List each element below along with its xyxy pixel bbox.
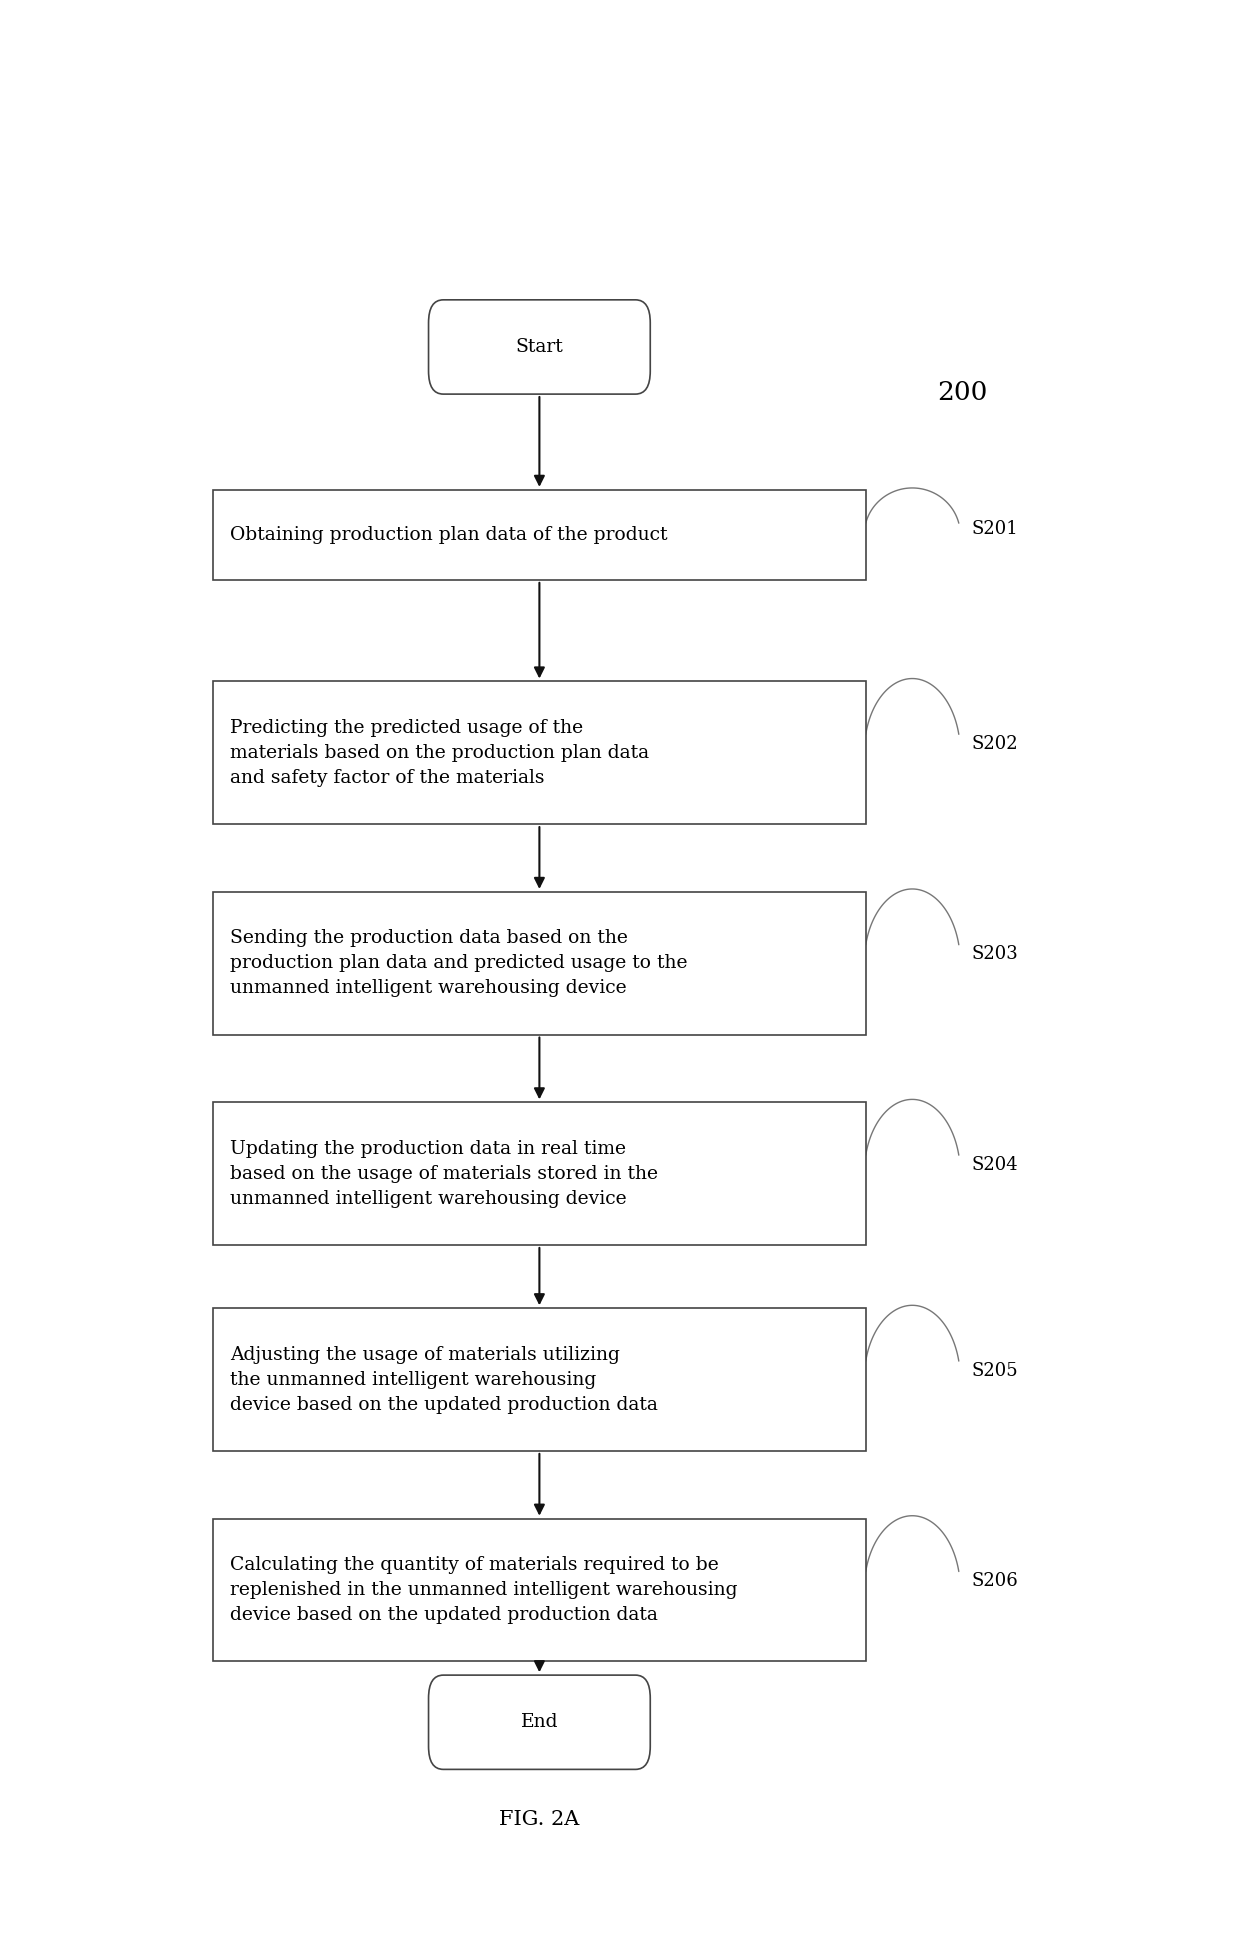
FancyBboxPatch shape [429, 1675, 650, 1769]
Text: S206: S206 [972, 1571, 1018, 1591]
Text: S202: S202 [972, 734, 1018, 753]
FancyBboxPatch shape [429, 301, 650, 394]
Text: S204: S204 [972, 1156, 1018, 1173]
Text: S203: S203 [972, 945, 1018, 962]
Text: Start: Start [516, 338, 563, 355]
Text: Obtaining production plan data of the product: Obtaining production plan data of the pr… [229, 525, 667, 545]
Bar [213, 1103, 866, 1245]
Text: 200: 200 [937, 379, 987, 404]
Text: Predicting the predicted usage of the
materials based on the production plan dat: Predicting the predicted usage of the ma… [229, 718, 649, 787]
Bar [213, 1308, 866, 1450]
Bar [213, 1519, 866, 1661]
Text: FIG. 2A: FIG. 2A [500, 1810, 579, 1829]
Bar [213, 892, 866, 1035]
Text: S205: S205 [972, 1362, 1018, 1380]
Text: Updating the production data in real time
based on the usage of materials stored: Updating the production data in real tim… [229, 1140, 658, 1208]
Text: S201: S201 [972, 521, 1018, 539]
Text: End: End [521, 1714, 558, 1731]
Bar [213, 490, 866, 580]
Text: Calculating the quantity of materials required to be
replenished in the unmanned: Calculating the quantity of materials re… [229, 1556, 738, 1624]
Text: Adjusting the usage of materials utilizing
the unmanned intelligent warehousing
: Adjusting the usage of materials utilizi… [229, 1345, 658, 1413]
Bar [213, 681, 866, 824]
Text: Sending the production data based on the
production plan data and predicted usag: Sending the production data based on the… [229, 929, 687, 997]
